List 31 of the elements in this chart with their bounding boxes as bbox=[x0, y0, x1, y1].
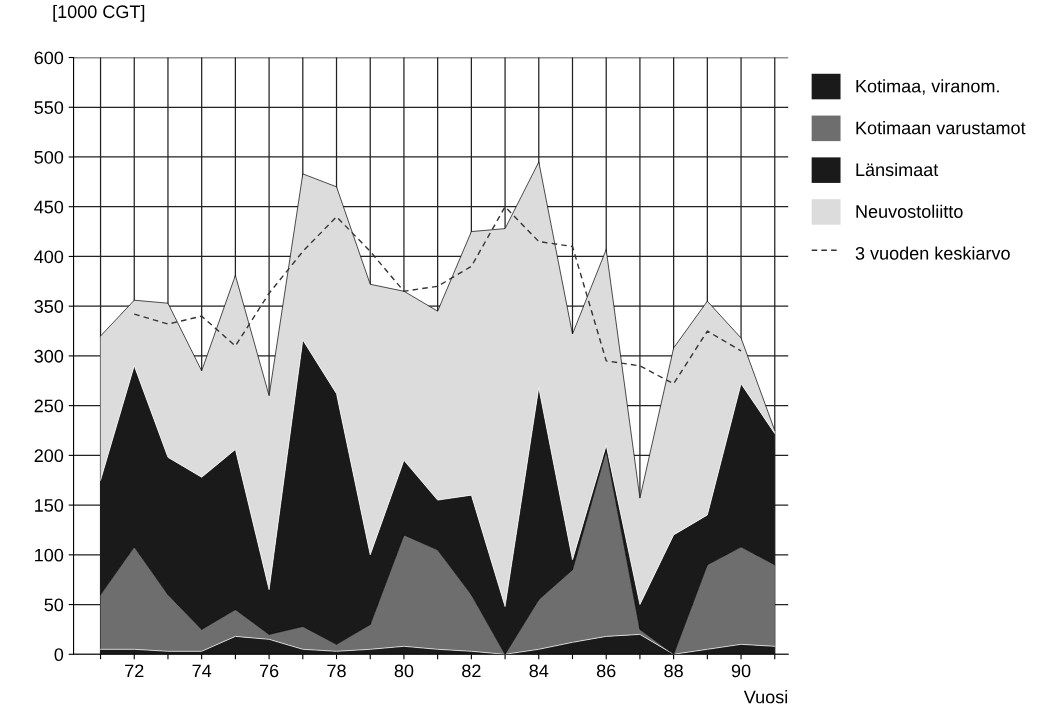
y-tick-label: 400 bbox=[34, 250, 64, 264]
legend-label: Neuvostoliitto bbox=[856, 204, 963, 218]
y-tick-label: 550 bbox=[34, 101, 64, 114]
x-tick-label: 76 bbox=[259, 664, 279, 678]
x-tick-label: 80 bbox=[394, 664, 414, 678]
y-tick-label: 250 bbox=[34, 399, 64, 413]
legend-label: 3 vuoden keskiarvo bbox=[855, 246, 1010, 260]
x-tick-label: 88 bbox=[664, 664, 683, 678]
x-tick-label: 74 bbox=[192, 664, 212, 678]
y-axis-title: [1000 CGT] bbox=[53, 4, 145, 22]
x-axis-title: Vuosi bbox=[743, 690, 788, 704]
legend-label: Kotimaan varustamot bbox=[856, 121, 1026, 135]
y-tick-label: 500 bbox=[34, 150, 64, 164]
y-tick-label: 100 bbox=[35, 548, 64, 562]
y-tick-label: 150 bbox=[35, 499, 64, 512]
y-tick-label: 350 bbox=[34, 300, 64, 313]
y-tick-label: 50 bbox=[44, 598, 64, 612]
x-tick-label: 84 bbox=[529, 664, 549, 678]
x-tick-label: 72 bbox=[125, 664, 144, 678]
y-tick-label: 450 bbox=[34, 200, 64, 214]
y-tick-label: 0 bbox=[54, 648, 64, 662]
y-tick-label: 200 bbox=[34, 449, 64, 463]
legend-label: Länsimaat bbox=[856, 162, 939, 177]
x-tick-label: 82 bbox=[462, 664, 481, 678]
y-tick-label: 300 bbox=[34, 349, 64, 363]
legend-label: Kotimaa, viranom. bbox=[856, 79, 999, 95]
x-tick-label: 78 bbox=[327, 664, 346, 678]
line-series bbox=[133, 206, 742, 385]
x-tick-label: 86 bbox=[596, 664, 616, 678]
y-tick-label: 600 bbox=[34, 51, 64, 65]
x-tick-label: 90 bbox=[731, 664, 751, 678]
